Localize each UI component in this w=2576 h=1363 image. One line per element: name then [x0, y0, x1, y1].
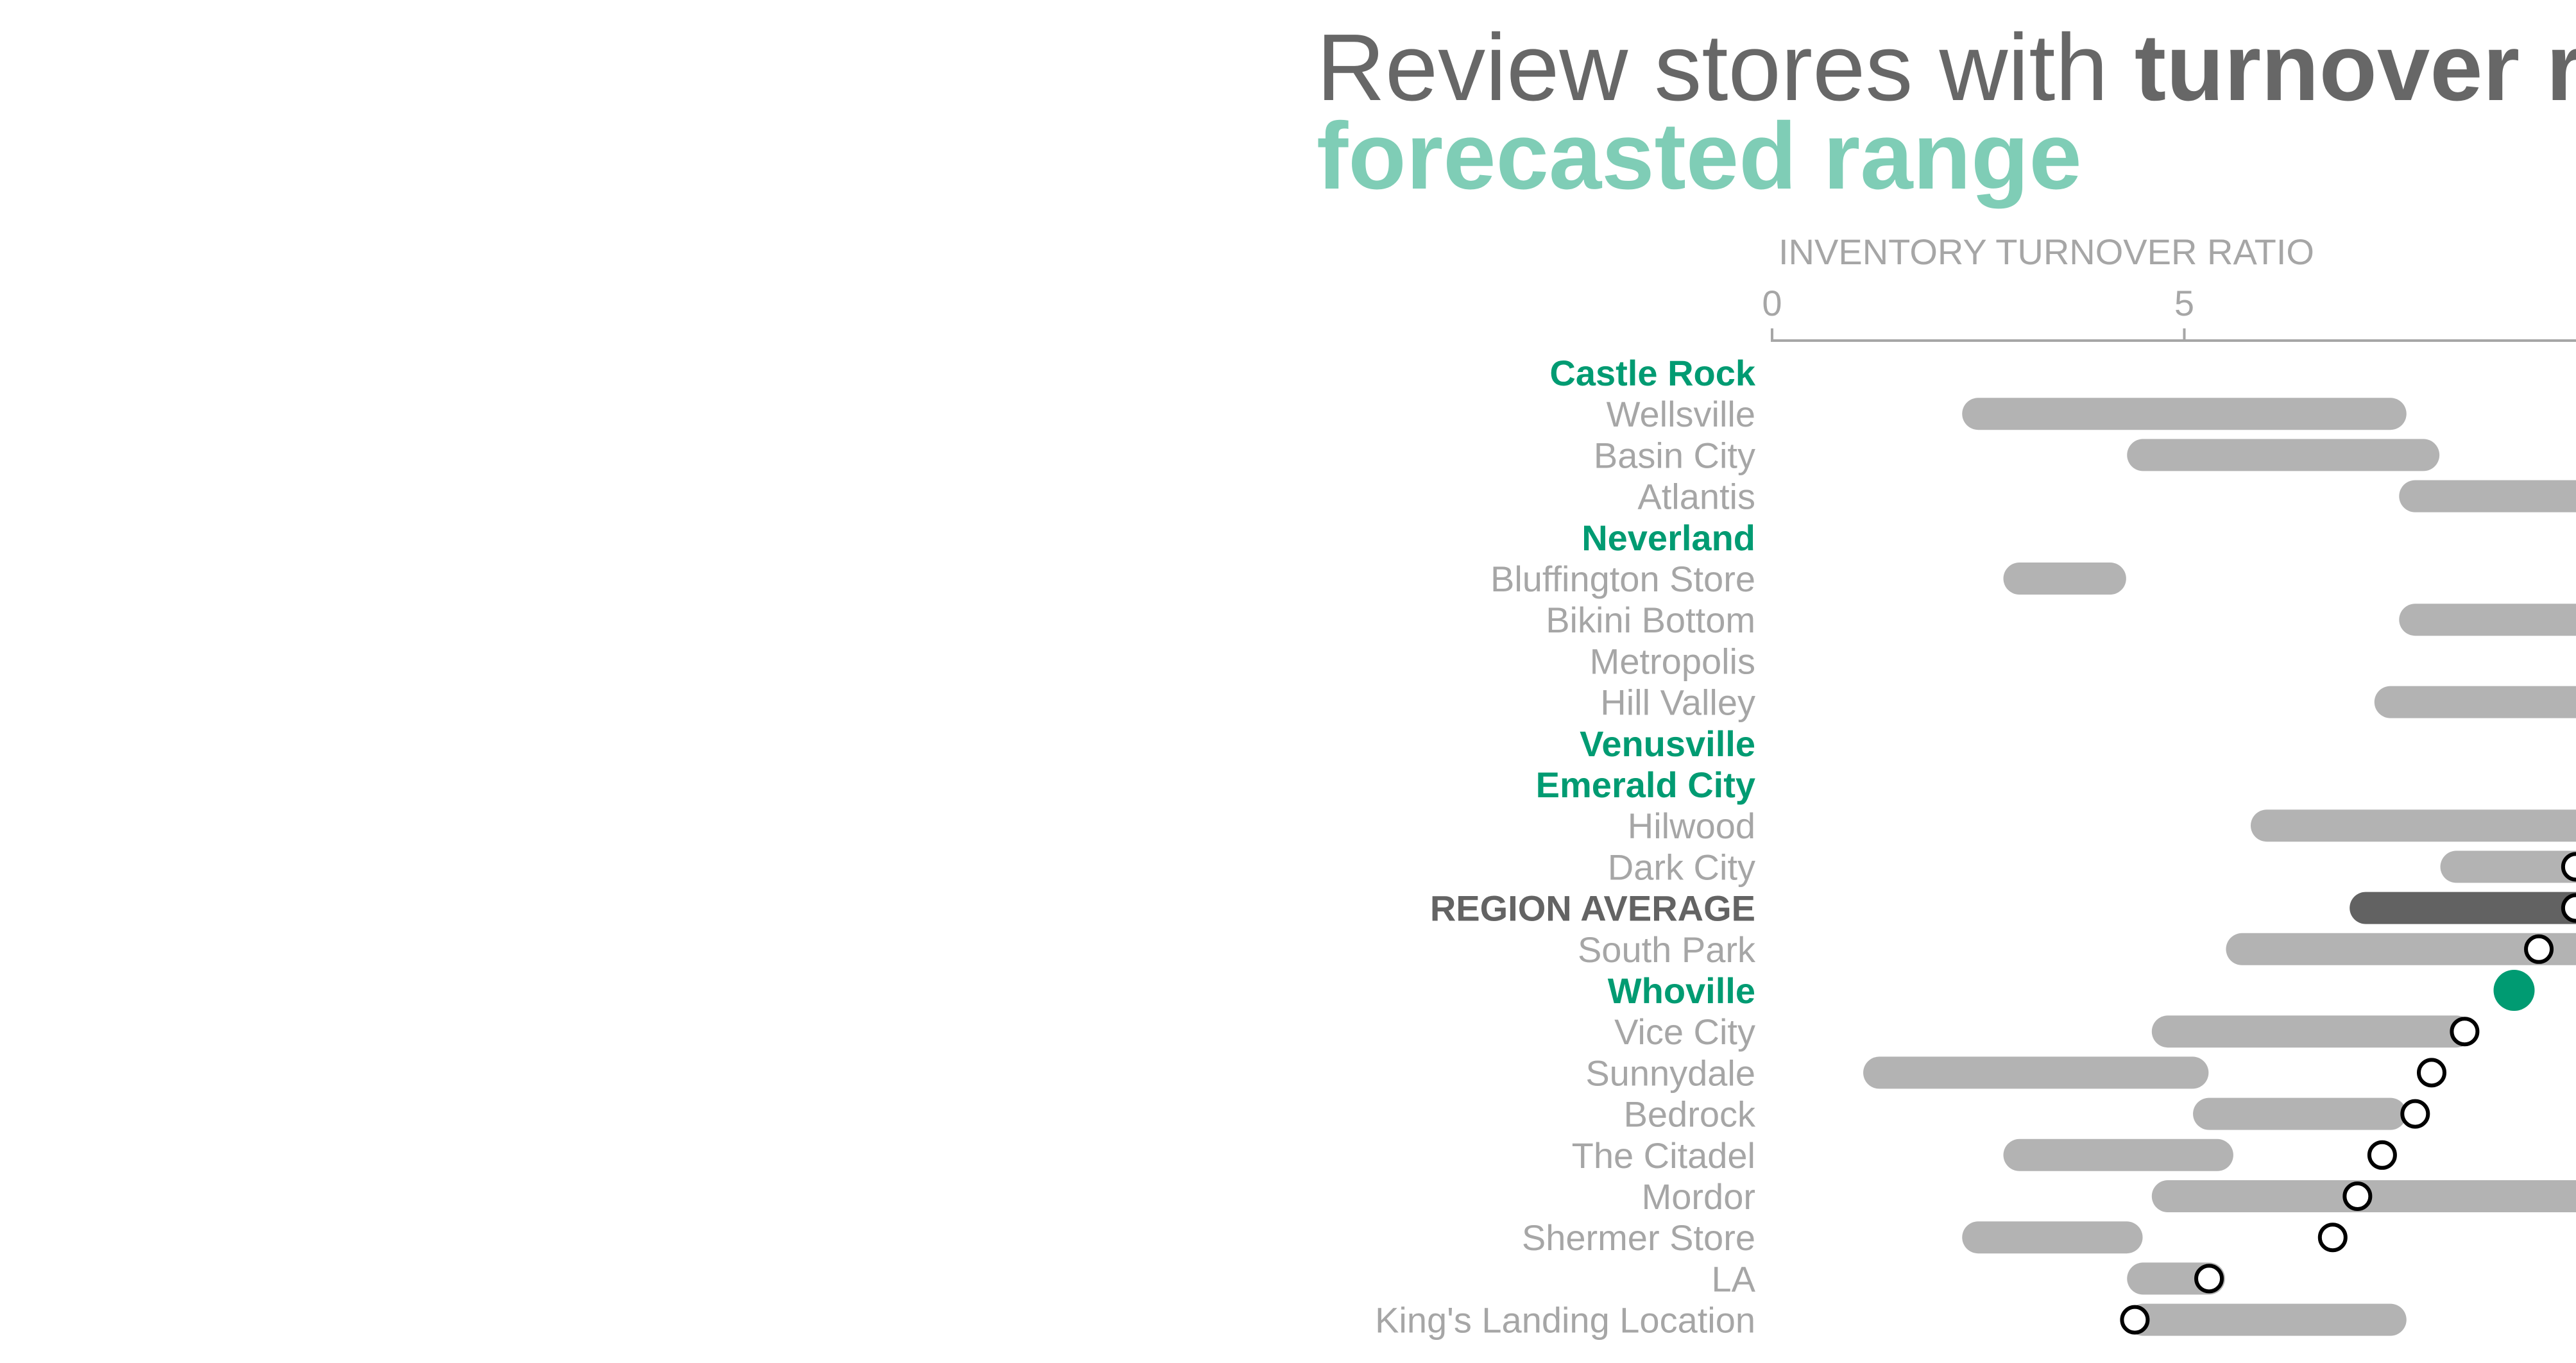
row-label: LA — [1712, 1258, 1756, 1299]
axis-layer: INVENTORY TURNOVER RATIO 0 5 — [1762, 232, 2576, 342]
row-label: Dark City — [1608, 847, 1755, 887]
row-label: Venusville — [1580, 724, 1755, 764]
row-label: Whoville — [1608, 970, 1755, 1011]
row-label: Hilwood — [1628, 806, 1755, 846]
value-dot — [2561, 893, 2576, 923]
row-label: Castle Rock — [1549, 353, 1755, 393]
row-label: Hill Valley — [1600, 682, 1755, 723]
value-dot — [2561, 852, 2576, 882]
row-label: King's Landing Location — [1375, 1300, 1755, 1341]
row-label: Wellsville — [1607, 394, 1755, 434]
value-dot — [2524, 934, 2554, 964]
row-label: Shermer Store — [1522, 1217, 1755, 1258]
value-dot — [2194, 1264, 2224, 1294]
row-label: Mordor — [1642, 1176, 1755, 1217]
chart-title-line-2: forecasted range — [1317, 103, 2082, 209]
x-tick-label: 5 — [2174, 283, 2194, 323]
row-label: Metropolis — [1590, 641, 1755, 681]
value-dot — [2367, 1140, 2397, 1170]
value-dot — [2120, 1305, 2150, 1335]
row-label: The Citadel — [1572, 1135, 1755, 1176]
highlight-value-dot — [2493, 970, 2535, 1011]
row-label: Atlantis — [1637, 477, 1755, 517]
row-label: REGION AVERAGE — [1430, 888, 1755, 929]
row-label: Neverland — [1582, 518, 1755, 558]
value-dot — [2417, 1058, 2446, 1088]
row-label: Basin City — [1594, 435, 1755, 475]
row-label: Bluffington Store — [1490, 559, 1755, 599]
chart-title-line-1: Review stores with turnover ra — [1317, 15, 2576, 121]
row-label: Vice City — [1614, 1012, 1755, 1052]
value-dot — [2317, 1223, 2348, 1253]
row-label: Emerald City — [1536, 765, 1755, 805]
x-axis-title: INVENTORY TURNOVER RATIO — [1778, 232, 2314, 272]
range-bars — [1863, 398, 2576, 1336]
row-label: Bikini Bottom — [1546, 600, 1755, 640]
row-label: Sunnydale — [1585, 1053, 1755, 1093]
value-dot — [2342, 1181, 2373, 1211]
value-dots — [2120, 852, 2576, 1335]
value-dot — [2450, 1017, 2480, 1047]
title-regular-part: Review stores with — [1317, 15, 2135, 121]
title-bold-part: turnover ra — [2134, 15, 2576, 121]
row-label: Bedrock — [1624, 1094, 1756, 1135]
value-dot — [2400, 1099, 2430, 1129]
x-tick-label: 0 — [1762, 283, 1782, 323]
row-label: South Park — [1578, 929, 1756, 970]
